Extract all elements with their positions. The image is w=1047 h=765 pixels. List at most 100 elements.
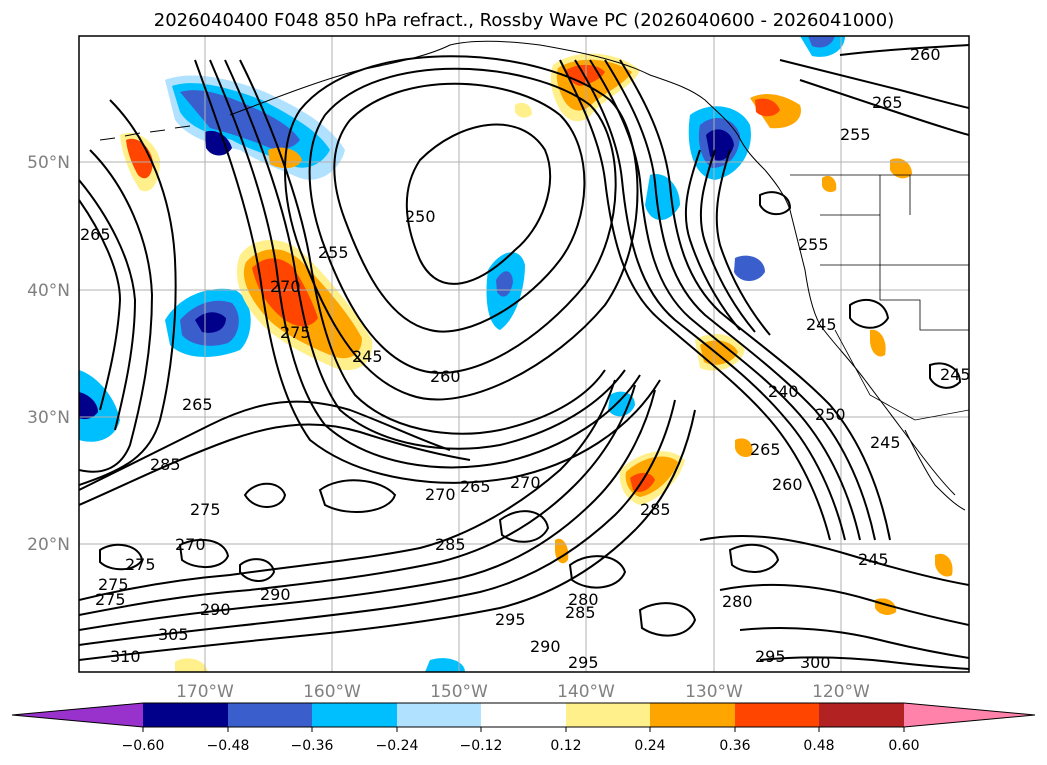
pos-blob-mid2	[735, 438, 753, 458]
iso-cross-1	[559, 59, 831, 541]
iso-270-b	[224, 59, 626, 450]
contour-label: 265	[460, 477, 491, 496]
colorbar-segment	[312, 703, 397, 727]
contour-label: 245	[352, 347, 383, 366]
colorbar: −0.60 −0.48 −0.36 −0.24 −0.12 0.12 0.24 …	[11, 702, 1036, 754]
neg-blob-40n	[734, 255, 765, 281]
pos-blob-mid1	[555, 538, 569, 564]
iso-east-3	[839, 44, 969, 56]
colorbar-tick-labels: −0.60 −0.48 −0.36 −0.24 −0.12 0.12 0.24 …	[122, 738, 920, 754]
colorbar-segment	[143, 703, 228, 727]
pos-blob-se2	[935, 553, 953, 577]
lon-label: 140°W	[557, 682, 615, 702]
pos-blob-32n	[870, 329, 886, 357]
iso-250-loop	[405, 123, 552, 285]
border-states-4	[834, 329, 916, 421]
iso-east-1	[799, 79, 969, 136]
contour-label: 255	[318, 243, 349, 262]
iso-wave-2	[79, 384, 636, 616]
colorbar-segment	[481, 703, 566, 727]
neg-blob-w40-dark	[195, 312, 226, 333]
colorbar-segment	[735, 703, 819, 727]
pos-blob-ne2	[890, 158, 912, 179]
iso-265	[284, 55, 639, 401]
neg-blob-topright-dark	[808, 36, 835, 48]
iso-se-4	[759, 656, 969, 670]
colorbar-tick-label: 0.24	[634, 738, 665, 754]
neg-blob-west	[79, 370, 120, 442]
lat-label: 20°N	[27, 535, 70, 555]
contour-label: 260	[772, 475, 803, 494]
pos-blob-ne-core	[755, 98, 780, 117]
iso-se-2	[719, 583, 969, 626]
iso-255	[333, 82, 586, 333]
iso-small-loop-2	[239, 558, 276, 582]
lon-label: 120°W	[812, 682, 870, 702]
contour-label: 270	[270, 277, 301, 296]
contour-label: 240	[768, 382, 799, 401]
contour-label: 265	[80, 225, 111, 244]
map-panel: 260 265 255 250 255 270 275 245 260 265 …	[79, 36, 971, 672]
colorbar-tick-label: 0.48	[803, 738, 834, 754]
iso-small-loop-11	[638, 602, 697, 637]
contour-label: 245	[806, 315, 837, 334]
iso-270-a	[239, 59, 606, 435]
iso-260	[308, 67, 617, 374]
lat-label: 40°N	[27, 281, 70, 301]
contour-label: 285	[565, 603, 596, 622]
coast-baja	[904, 429, 966, 511]
contour-label: 270	[425, 485, 456, 504]
graticule	[79, 36, 969, 672]
contour-label: 295	[495, 610, 526, 629]
neg-blob-west-dark	[79, 392, 98, 420]
contour-label: 260	[910, 45, 941, 64]
contour-label: 250	[815, 405, 846, 424]
pos-blob-bottom	[175, 658, 208, 672]
contour-label: 290	[530, 637, 561, 656]
coast-aleutians	[99, 125, 191, 141]
iso-bc-band-2	[699, 149, 756, 333]
neg-blob-gulf-core	[180, 90, 300, 150]
iso-small-loop-3	[318, 479, 397, 513]
refractivity-isolines	[79, 44, 969, 670]
iso-small-loop-5	[498, 510, 550, 543]
contour-label: 285	[150, 455, 181, 474]
contour-label: 245	[940, 365, 971, 384]
border-us-mexico	[914, 409, 969, 421]
chart-title: 2026040400 F048 850 hPa refract., Rossby…	[154, 10, 895, 31]
iso-285-band-2	[79, 423, 471, 506]
lat-label: 50°N	[27, 153, 70, 173]
iso-small-loop-7	[99, 543, 144, 571]
iso-wave-4	[79, 399, 676, 646]
contour-label: 285	[640, 500, 671, 519]
colorbar-tick-label: 0.36	[719, 738, 750, 754]
iso-cross-2	[574, 59, 846, 541]
neg-blob-coast1	[645, 174, 680, 220]
contour-label: 295	[755, 647, 786, 666]
neg-blob-34n	[608, 391, 635, 417]
iso-wave-1	[79, 379, 616, 601]
lat-label: 30°N	[27, 408, 70, 428]
contour-label: 260	[430, 367, 461, 386]
contour-label: 250	[405, 207, 436, 226]
iso-small-loop-1	[243, 482, 287, 508]
colorbar-segment	[397, 703, 481, 727]
contour-label: 280	[568, 590, 599, 609]
colorbar-ticks	[142, 727, 905, 732]
contour-label: 265	[182, 395, 213, 414]
iso-west-1	[79, 199, 122, 411]
contour-label: 310	[110, 647, 141, 666]
lon-label: 150°W	[430, 682, 488, 702]
longitude-labels: 170°W 160°W 150°W 140°W 130°W 120°W	[176, 682, 870, 702]
contour-label: 255	[798, 235, 829, 254]
lon-label: 130°W	[685, 682, 743, 702]
iso-bc-band-1	[684, 149, 741, 331]
iso-west-4	[79, 99, 177, 486]
iso-cross-5	[619, 59, 891, 541]
colorbar-segment	[650, 703, 735, 727]
contour-label: 285	[435, 535, 466, 554]
colorbar-tick-label: −0.36	[291, 738, 334, 754]
iso-west-2	[79, 179, 137, 431]
colorbar-segment	[566, 703, 650, 727]
